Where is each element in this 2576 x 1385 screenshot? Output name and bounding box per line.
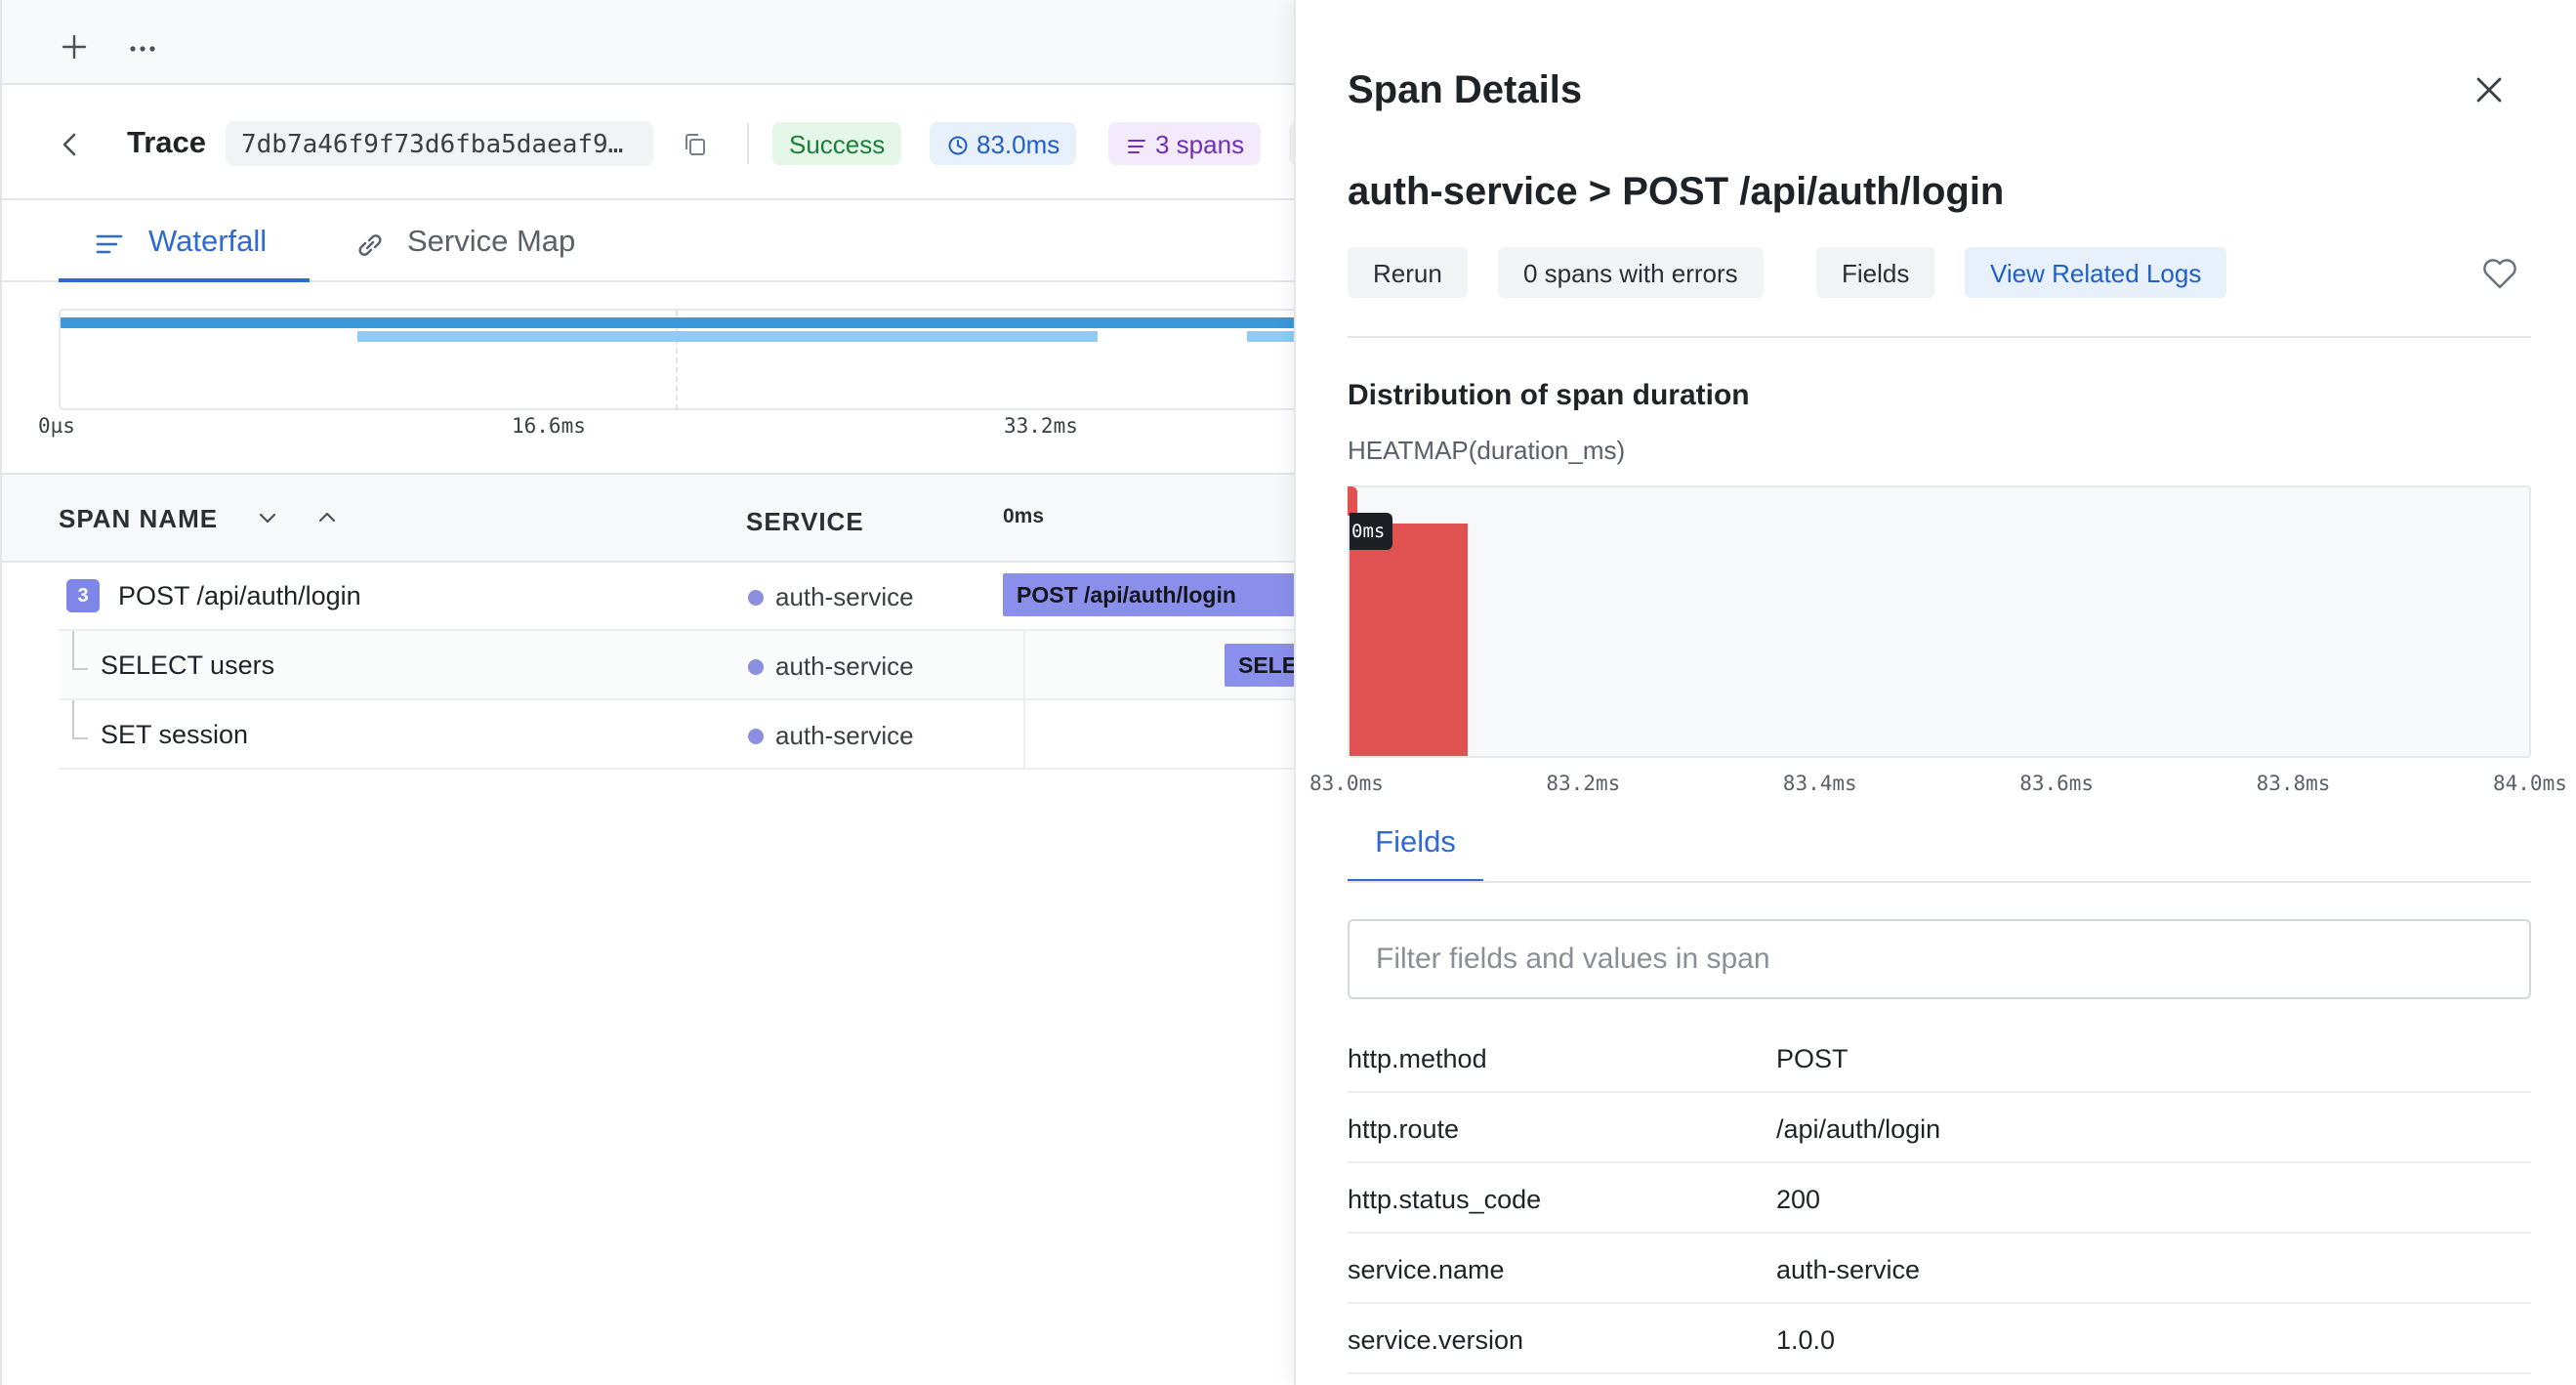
tab-fields[interactable]: Fields bbox=[1348, 820, 1483, 883]
tab-service-map[interactable]: Service Map bbox=[353, 202, 607, 282]
tree-connector bbox=[72, 631, 88, 670]
column-span-name[interactable]: SPAN NAME bbox=[59, 504, 219, 533]
table-row[interactable]: SELECT users auth-service SELECT users bbox=[59, 631, 1294, 700]
heatmap-cursor-marker bbox=[1348, 486, 1357, 516]
field-value: 200 bbox=[1776, 1185, 1821, 1214]
service-color-dot bbox=[748, 729, 764, 744]
rerun-button[interactable]: Rerun bbox=[1348, 247, 1468, 298]
view-tabs: Waterfall Service Map bbox=[2, 202, 1294, 282]
heatmap-tick-label: 83.8ms bbox=[2256, 772, 2331, 795]
minimap-span-bar bbox=[61, 317, 1294, 328]
span-name: SET session bbox=[101, 720, 249, 749]
status-badge: Success bbox=[772, 122, 902, 165]
more-icon[interactable] bbox=[127, 39, 158, 59]
link-icon bbox=[358, 234, 382, 256]
heatmap-tick-label: 84.0ms bbox=[2493, 772, 2567, 795]
field-row: http.method POST bbox=[1348, 1023, 2531, 1093]
span-name: SELECT users bbox=[101, 651, 275, 680]
field-row: http.route /api/auth/login bbox=[1348, 1093, 2531, 1163]
span-details-panel: Span Details auth-service > POST /api/au… bbox=[1294, 0, 2576, 1385]
clock-icon bbox=[948, 136, 968, 155]
trace-id: 7db7a46f9f73d6fba5daeaf9… bbox=[226, 121, 653, 166]
fields-button[interactable]: Fields bbox=[1816, 247, 1935, 298]
heatmap-tick-label: 83.0ms bbox=[1309, 772, 1384, 795]
trace-minimap[interactable]: 0µs 16.6ms 33.2ms bbox=[2, 284, 1294, 473]
field-row: service.version 1.0.0 bbox=[1348, 1304, 2531, 1374]
minimap-tick: 0µs bbox=[38, 414, 75, 438]
overflow-badge bbox=[1289, 122, 1294, 165]
field-value: 1.0.0 bbox=[1776, 1325, 1836, 1355]
column-timeline-start: 0ms bbox=[1003, 505, 1045, 527]
filter-fields-input[interactable] bbox=[1348, 919, 2531, 999]
duration-value: 83.0ms bbox=[976, 130, 1060, 159]
service-name: auth-service bbox=[775, 721, 914, 750]
plus-icon[interactable] bbox=[59, 31, 90, 63]
span-table-header: SPAN NAME SERVICE 0ms bbox=[2, 473, 1294, 563]
minimap-tick: 33.2ms bbox=[1004, 414, 1078, 438]
span-bar[interactable]: POST /api/auth/login bbox=[1003, 573, 1294, 616]
field-row: service.name auth-service bbox=[1348, 1234, 2531, 1304]
duration-heatmap[interactable] bbox=[1348, 485, 2531, 758]
spans-count: 3 spans bbox=[1155, 130, 1245, 159]
trace-header bbox=[2, 87, 1294, 200]
panel-divider bbox=[1348, 336, 2531, 338]
distribution-subtitle: HEATMAP(duration_ms) bbox=[1348, 436, 1626, 465]
distribution-title: Distribution of span duration bbox=[1348, 379, 1750, 411]
column-service[interactable]: SERVICE bbox=[746, 507, 864, 536]
service-name: auth-service bbox=[775, 651, 914, 681]
field-key: http.route bbox=[1348, 1114, 1460, 1144]
heatmap-cell[interactable] bbox=[1350, 524, 1468, 756]
spans-badge: 3 spans bbox=[1108, 122, 1262, 165]
table-row[interactable]: SET session auth-service bbox=[59, 700, 1294, 770]
field-row: http.status_code 200 bbox=[1348, 1163, 2531, 1234]
tree-connector bbox=[72, 700, 88, 739]
field-key: service.name bbox=[1348, 1255, 1505, 1284]
heart-icon[interactable] bbox=[2480, 256, 2519, 291]
heatmap-tooltip: 0ms bbox=[1350, 513, 1393, 550]
minimap-tick: 16.6ms bbox=[512, 414, 586, 438]
chevron-down-icon[interactable] bbox=[258, 512, 277, 525]
span-title: auth-service > POST /api/auth/login bbox=[1348, 170, 2005, 213]
service-color-dot bbox=[748, 590, 764, 606]
fields-tab-underline bbox=[1348, 881, 2531, 883]
panel-title: Span Details bbox=[1348, 68, 1583, 111]
chevron-up-icon[interactable] bbox=[317, 510, 337, 524]
minimap-span-bar bbox=[1247, 331, 1294, 342]
tab-waterfall-label: Waterfall bbox=[148, 224, 268, 258]
list-icon bbox=[1128, 140, 1145, 153]
list-icon bbox=[96, 234, 123, 254]
field-value: POST bbox=[1776, 1044, 1849, 1073]
back-icon[interactable] bbox=[59, 131, 82, 158]
tab-service-map-label: Service Map bbox=[407, 224, 576, 258]
field-key: http.status_code bbox=[1348, 1185, 1542, 1214]
duration-badge: 83.0ms bbox=[930, 122, 1077, 165]
header-divider bbox=[747, 123, 749, 164]
trace-title: Trace bbox=[127, 125, 207, 159]
close-icon[interactable] bbox=[2473, 74, 2505, 105]
field-value: /api/auth/login bbox=[1776, 1114, 1941, 1144]
minimap-gridline bbox=[676, 311, 678, 410]
field-key: http.method bbox=[1348, 1044, 1487, 1073]
table-row[interactable]: 3 POST /api/auth/login auth-service POST… bbox=[59, 562, 1294, 631]
span-bar[interactable]: SELECT users bbox=[1225, 644, 1294, 687]
heatmap-tick-label: 83.2ms bbox=[1546, 772, 1621, 795]
service-name: auth-service bbox=[775, 582, 914, 611]
heatmap-tick-label: 83.4ms bbox=[1782, 772, 1857, 795]
errors-button[interactable]: 0 spans with errors bbox=[1498, 247, 1764, 298]
heatmap-tick-label: 83.6ms bbox=[2019, 772, 2095, 795]
child-count-badge[interactable]: 3 bbox=[66, 579, 100, 612]
minimap-span-bar bbox=[357, 331, 1098, 342]
view-related-logs-button[interactable]: View Related Logs bbox=[1965, 247, 2227, 298]
copy-icon[interactable] bbox=[682, 131, 709, 158]
top-toolbar bbox=[2, 0, 1294, 85]
trace-view: Trace 7db7a46f9f73d6fba5daeaf9… Success … bbox=[0, 0, 1294, 1385]
tab-waterfall[interactable]: Waterfall bbox=[59, 202, 310, 282]
timeline-divider bbox=[1023, 700, 1025, 768]
field-key: service.version bbox=[1348, 1325, 1524, 1355]
timeline-divider bbox=[1023, 631, 1025, 698]
service-color-dot bbox=[748, 659, 764, 675]
span-name: POST /api/auth/login bbox=[118, 581, 361, 610]
field-value: auth-service bbox=[1776, 1255, 1921, 1284]
